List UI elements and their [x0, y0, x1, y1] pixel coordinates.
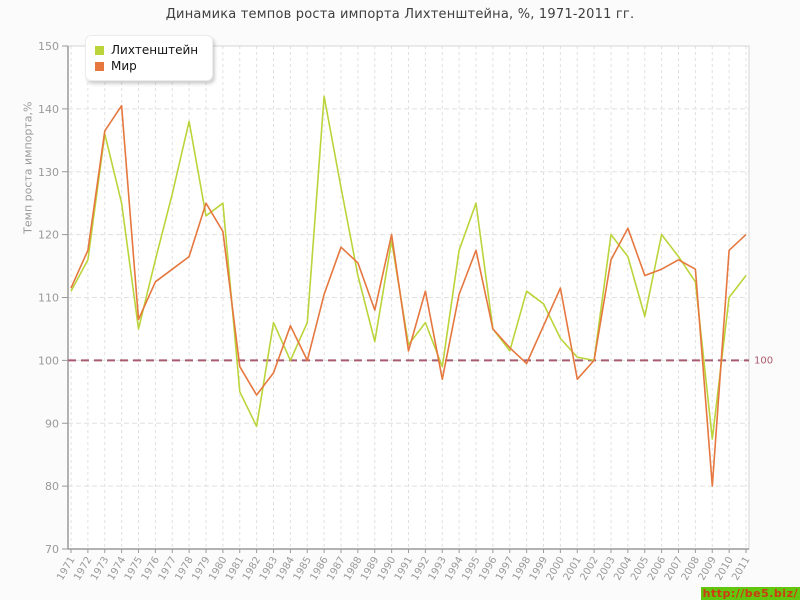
y-tick-label: 100 [38, 354, 59, 367]
y-tick-label: 140 [38, 103, 59, 116]
legend-label-world: Мир [111, 59, 137, 73]
legend-label-liechtenstein: Лихтенштейн [111, 43, 199, 57]
series-line-liechtenstein [70, 95, 747, 440]
y-tick-label: 150 [38, 40, 59, 53]
liechtenstein-series-swatch [95, 45, 104, 55]
chart-title: Динамика темпов роста импорта Лихтенштей… [165, 7, 635, 22]
y-tick-label: 70 [45, 543, 59, 556]
x-tick-label: 2011 [730, 555, 752, 583]
world-series-swatch [95, 61, 104, 71]
y-tick-label: 120 [38, 229, 59, 242]
legend-item-liechtenstein[interactable]: Лихтенштейн [95, 43, 198, 57]
y-tick-label: 80 [45, 480, 59, 493]
y-tick-label: 90 [45, 417, 59, 430]
reference-line-label: 100 [754, 355, 773, 366]
legend-item-world[interactable]: Мир [95, 59, 198, 73]
y-tick-label: 110 [38, 292, 59, 305]
series-line-world [70, 104, 747, 487]
y-tick-label: 130 [38, 166, 59, 179]
chart-legend: Лихтенштейн Мир [85, 35, 214, 81]
watermark-link[interactable]: http://be5.biz/ [700, 587, 800, 600]
